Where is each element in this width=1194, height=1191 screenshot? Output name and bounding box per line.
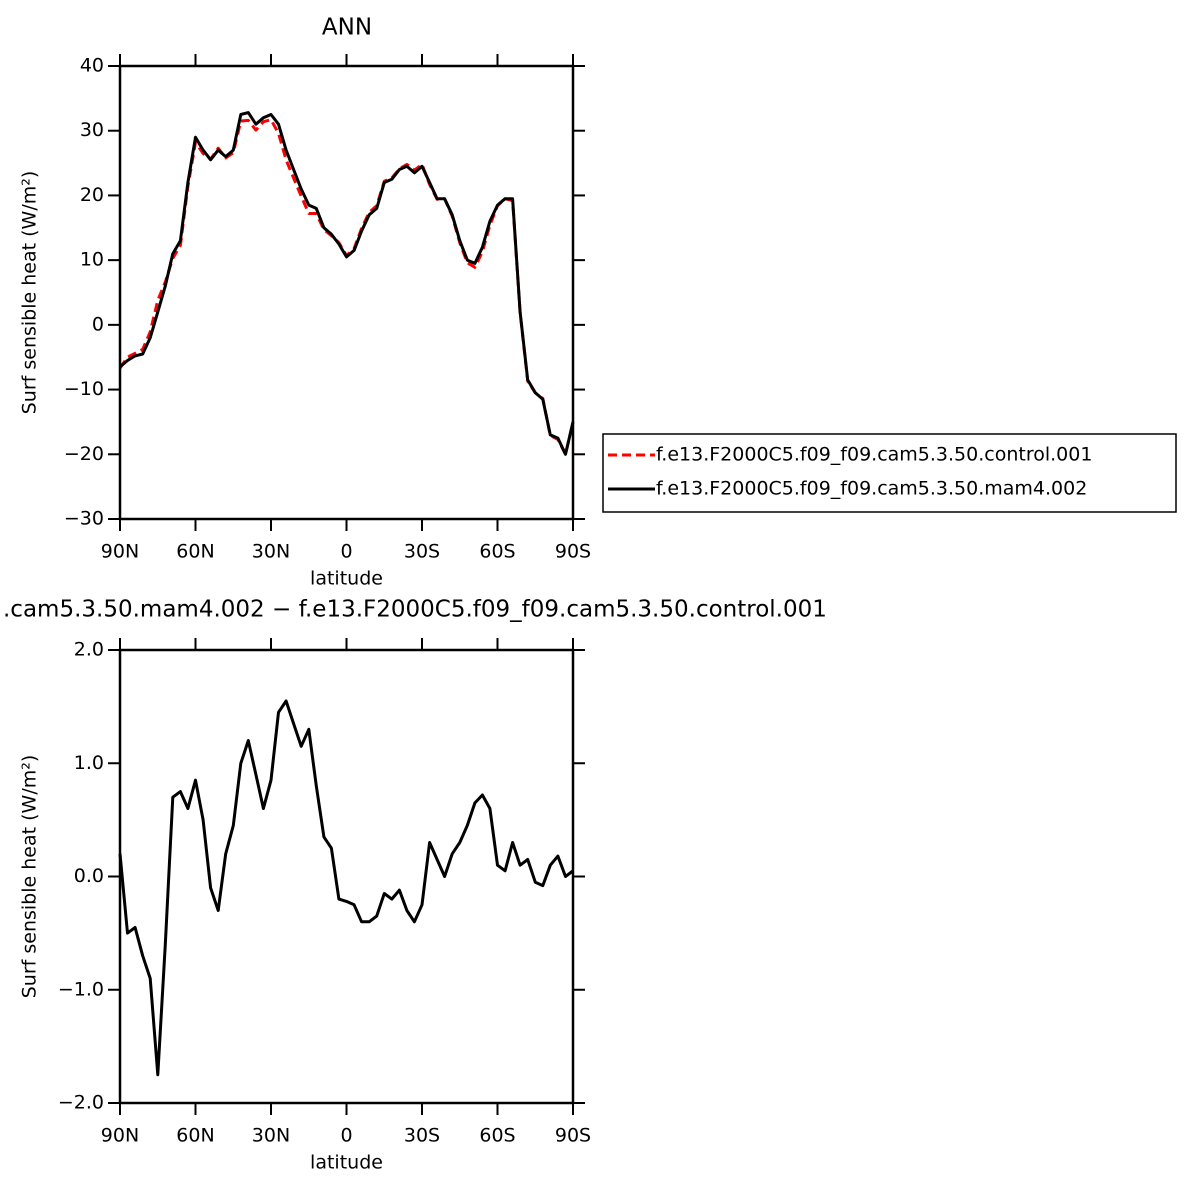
x-axis-label: latitude (310, 568, 383, 590)
y-tick-label: 1.0 (74, 752, 104, 774)
x-tick-label: 90N (101, 541, 139, 563)
plot-frame (118, 648, 575, 1105)
x-tick-label: 60N (176, 541, 214, 563)
x-tick-label: 0 (340, 1125, 352, 1147)
y-tick-label: 20 (80, 184, 104, 206)
x-tick-label: 30N (252, 1125, 290, 1147)
y-tick-label: 0.0 (74, 865, 104, 887)
series-line (119, 111, 575, 456)
x-tick-label: 30S (404, 541, 440, 563)
y-tick-label: 10 (80, 249, 104, 271)
y-tick-label: 2.0 (74, 639, 104, 661)
legend-label: f.e13.F2000C5.f09_f09.cam5.3.50.control.… (656, 444, 1092, 466)
series-line (118, 699, 574, 1077)
x-tick-label: 0 (340, 541, 352, 563)
y-tick-label: 0 (92, 313, 104, 335)
x-tick-label: 60N (176, 1125, 214, 1147)
y-tick-label: 30 (80, 119, 104, 141)
x-tick-label: 90S (555, 1125, 591, 1147)
y-tick-label: −30 (64, 508, 104, 530)
legend-label: f.e13.F2000C5.f09_f09.cam5.3.50.mam4.002 (656, 478, 1087, 500)
y-tick-label: 40 (80, 55, 104, 77)
series-line (118, 118, 575, 456)
legend-box (602, 433, 1177, 513)
y-tick-label: −2.0 (58, 1092, 104, 1114)
y-axis-label: Surf sensible heat (W/m²) (19, 755, 41, 999)
x-tick-label: 90S (555, 541, 591, 563)
y-axis-label: Surf sensible heat (W/m²) (19, 171, 41, 415)
x-tick-label: 30N (252, 541, 290, 563)
x-tick-label: 60S (479, 541, 515, 563)
plot-frame (118, 64, 575, 521)
chart-title: ANN (322, 15, 372, 41)
x-tick-label: 30S (404, 1125, 440, 1147)
chart-title: .cam5.3.50.mam4.002 − f.e13.F2000C5.f09_… (3, 597, 827, 623)
x-tick-label: 60S (479, 1125, 515, 1147)
x-tick-label: 90N (101, 1125, 139, 1147)
y-tick-label: −20 (64, 443, 104, 465)
x-axis-label: latitude (310, 1152, 383, 1174)
y-tick-label: −1.0 (58, 978, 104, 1000)
y-tick-label: −10 (64, 378, 104, 400)
